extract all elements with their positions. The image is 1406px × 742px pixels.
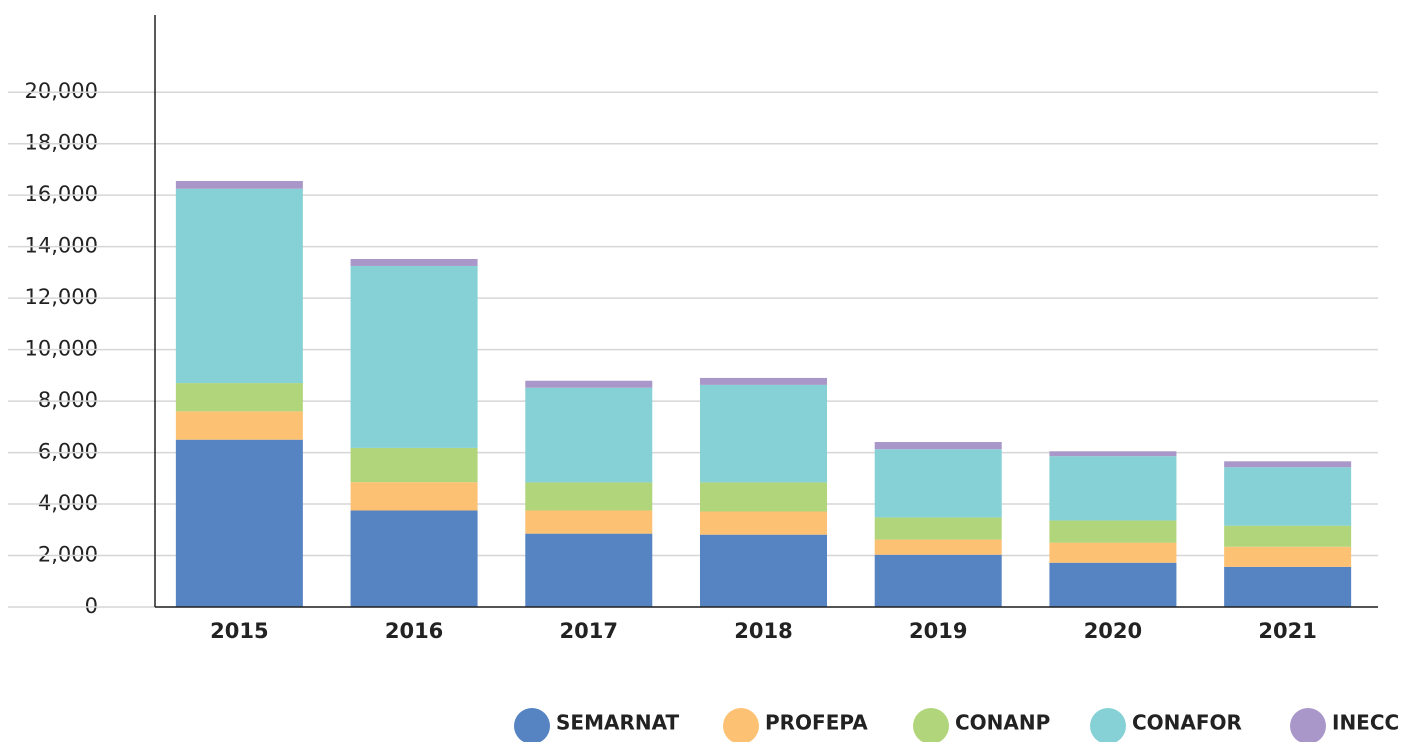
legend-label: CONAFOR: [1132, 711, 1242, 735]
bar-segment: [1224, 461, 1352, 468]
bar-segment: [874, 517, 1002, 540]
legend-swatch: [1090, 708, 1126, 742]
bar-segment: [1049, 562, 1177, 607]
bar-segment: [350, 265, 478, 448]
legend-label: SEMARNAT: [556, 711, 680, 735]
legend-label: PROFEPA: [765, 711, 868, 735]
bar-segment: [1224, 566, 1352, 607]
bar-segment: [700, 534, 827, 607]
bar-segment: [525, 387, 653, 483]
bar-segment: [700, 511, 827, 535]
y-tick-label: 0: [85, 594, 98, 618]
bar-segment: [350, 510, 478, 607]
y-tick-label: 12,000: [25, 285, 98, 309]
x-tick-label: 2020: [1084, 619, 1142, 643]
legend-label: INECC: [1332, 711, 1399, 735]
bar-segment: [175, 188, 303, 384]
y-tick-label: 2,000: [38, 543, 98, 567]
y-tick-label: 4,000: [38, 491, 98, 515]
bar-segment: [350, 482, 478, 511]
legend-swatch: [1290, 708, 1326, 742]
bar-segment: [874, 554, 1002, 607]
legend-swatch: [723, 708, 759, 742]
legend-swatch: [913, 708, 949, 742]
bar-segment: [1049, 520, 1177, 543]
bar-segment: [700, 384, 827, 483]
y-tick-label: 8,000: [38, 388, 98, 412]
x-tick-label: 2019: [909, 619, 967, 643]
bar-segment: [350, 447, 478, 483]
bar-segment: [525, 380, 653, 388]
bar-segment: [525, 533, 653, 607]
bar-segment: [874, 449, 1002, 518]
bar-segment: [1049, 542, 1177, 563]
x-tick-label: 2016: [385, 619, 443, 643]
bar-segment: [525, 482, 653, 511]
bar-segment: [175, 439, 303, 607]
bar-segment: [874, 539, 1002, 555]
legend-swatch: [514, 708, 550, 742]
bar-segment: [525, 510, 653, 534]
bar-segment: [175, 181, 303, 189]
y-tick-label: 14,000: [25, 234, 98, 258]
bar-segment: [1224, 525, 1352, 547]
bar-segment: [175, 411, 303, 440]
bar-segment: [1224, 546, 1352, 567]
legend-label: CONANP: [955, 711, 1050, 735]
y-tick-label: 20,000: [25, 79, 98, 103]
bar-segment: [700, 377, 827, 385]
y-tick-label: 18,000: [25, 131, 98, 155]
bar-segment: [1049, 456, 1177, 521]
x-tick-label: 2015: [210, 619, 268, 643]
x-tick-label: 2021: [1258, 619, 1316, 643]
bar-segment: [874, 442, 1002, 450]
bar-segment: [700, 482, 827, 512]
x-tick-label: 2018: [734, 619, 792, 643]
bar-segment: [175, 383, 303, 412]
bar-segment: [1049, 451, 1177, 457]
x-tick-label: 2017: [560, 619, 618, 643]
bar-segment: [1224, 467, 1352, 526]
bar-segment: [350, 259, 478, 266]
y-tick-label: 16,000: [25, 182, 98, 206]
y-tick-label: 10,000: [25, 337, 98, 361]
y-tick-label: 6,000: [38, 440, 98, 464]
